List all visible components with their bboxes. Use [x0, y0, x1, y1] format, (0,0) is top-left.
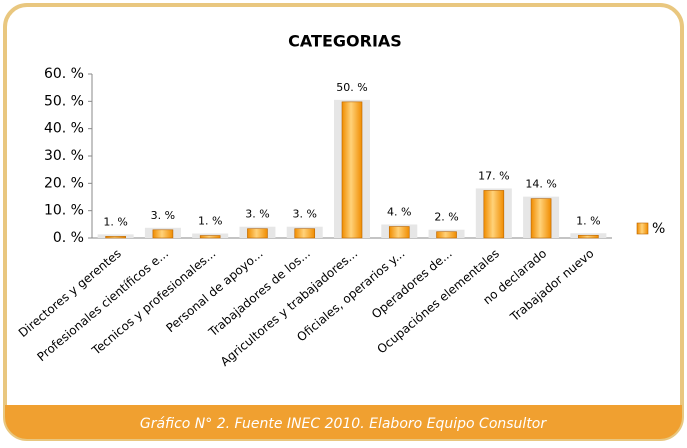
- value-label: 17. %: [478, 169, 509, 182]
- value-label: 1. %: [103, 215, 127, 228]
- chart-title: CATEGORIAS: [288, 32, 402, 51]
- y-tick-label: 40. %: [44, 121, 84, 137]
- bar: [388, 226, 410, 239]
- bar: [436, 231, 457, 239]
- y-tick-label: 10. %: [44, 203, 84, 219]
- bar: [152, 229, 174, 239]
- y-tick-label: 60. %: [44, 66, 84, 82]
- caption: Gráfico N° 2. Fuente INEC 2010. Elaboro …: [140, 416, 548, 432]
- bar: [483, 190, 505, 239]
- value-label: 3. %: [293, 208, 317, 221]
- value-label: 3. %: [245, 208, 269, 221]
- y-tick-label: 50. %: [44, 93, 84, 109]
- bar: [578, 234, 599, 239]
- bar: [247, 228, 268, 239]
- y-tick-label: 30. %: [44, 148, 84, 164]
- value-label: 1. %: [198, 215, 222, 228]
- y-tick-label: 0. %: [53, 230, 84, 246]
- value-label: 50. %: [336, 81, 367, 94]
- value-label: 2. %: [434, 211, 458, 224]
- value-label: 3. %: [151, 209, 175, 222]
- bar: [105, 236, 126, 239]
- y-tick-label: 20. %: [44, 175, 84, 191]
- bar: [294, 228, 316, 239]
- bar: [341, 101, 363, 239]
- value-label: 1. %: [576, 214, 600, 227]
- value-label: 14. %: [525, 178, 556, 191]
- bar: [199, 235, 221, 239]
- bar: [530, 198, 552, 239]
- legend-swatch: [636, 222, 649, 235]
- value-label: 4. %: [387, 206, 411, 219]
- legend-label: %: [652, 221, 665, 237]
- footer-band: [5, 405, 682, 439]
